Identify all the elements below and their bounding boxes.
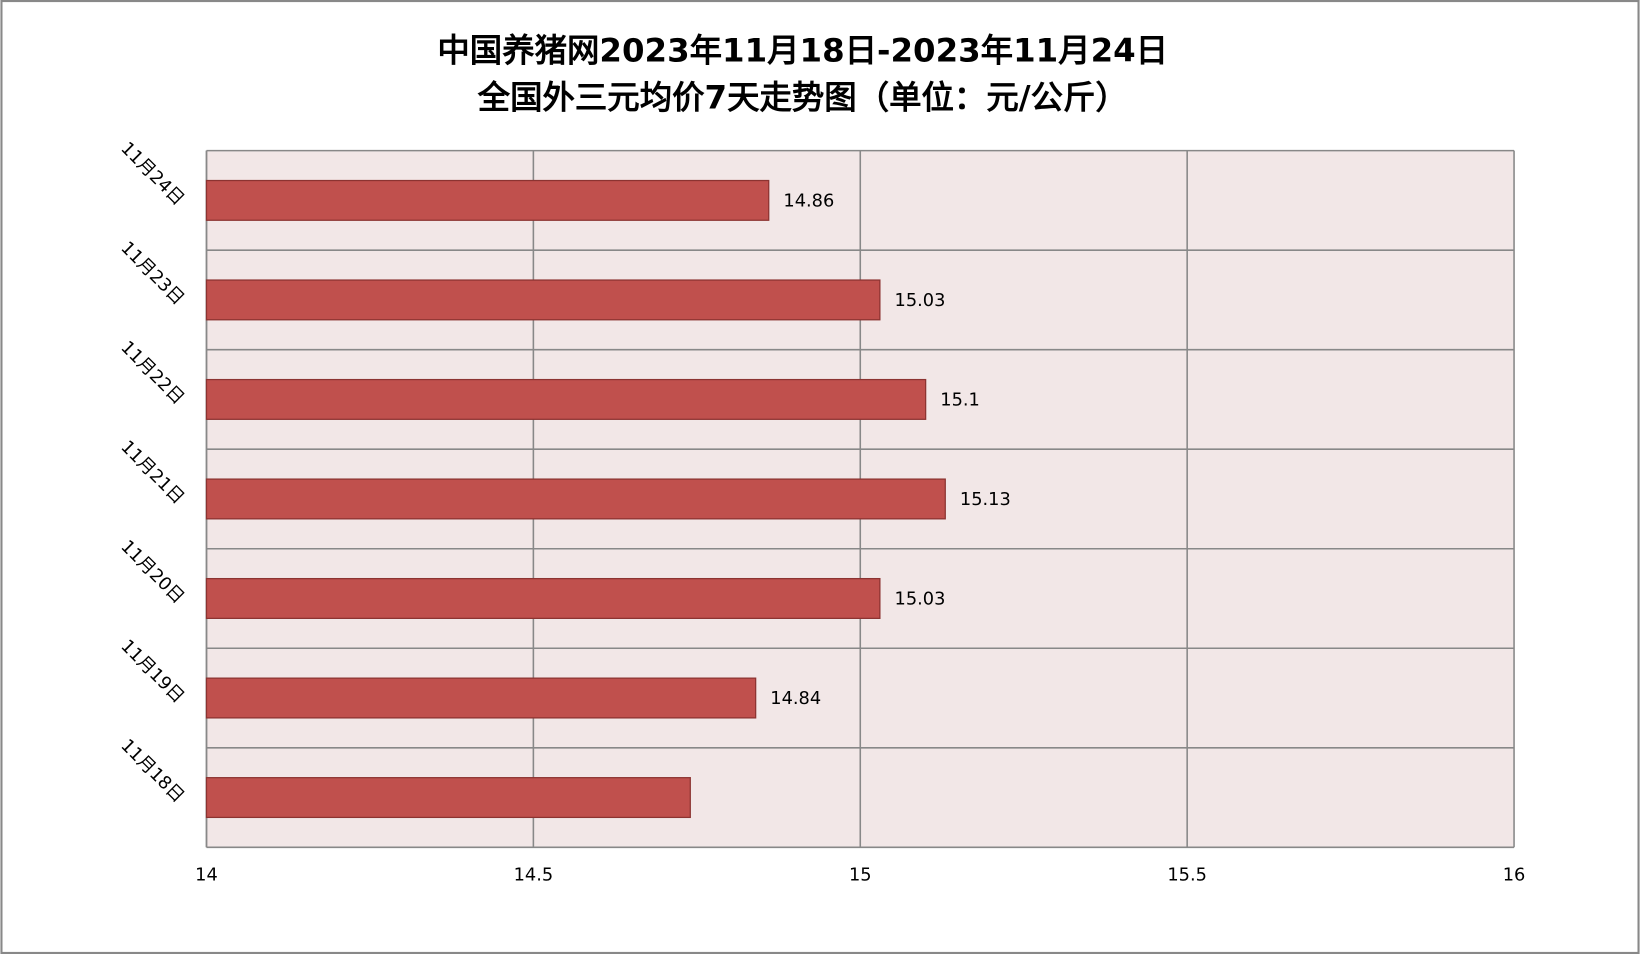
data-label: 14.84 [770, 688, 821, 709]
data-label: 15.13 [960, 489, 1011, 510]
data-label: 14.86 [783, 190, 834, 211]
bar [205, 179, 770, 221]
bar [205, 677, 757, 719]
x-tick-label: 14 [195, 865, 218, 886]
data-label: 15.1 [940, 389, 980, 410]
bar [205, 777, 691, 819]
bar [205, 378, 927, 420]
chart-title: 中国养猪网2023年11月18日-2023年11月24日 [437, 31, 1168, 69]
bar [205, 478, 946, 520]
x-tick-label: 14.5 [514, 865, 554, 886]
bar [205, 577, 881, 619]
chart-title: 全国外三元均价7天走势图（单位：元/公斤） [477, 78, 1128, 116]
data-label: 15.03 [895, 589, 946, 610]
x-tick-label: 15 [849, 865, 872, 886]
x-tick-label: 16 [1503, 865, 1526, 886]
x-tick-label: 15.5 [1167, 865, 1207, 886]
data-label: 15.03 [895, 290, 946, 311]
bar [205, 279, 881, 321]
